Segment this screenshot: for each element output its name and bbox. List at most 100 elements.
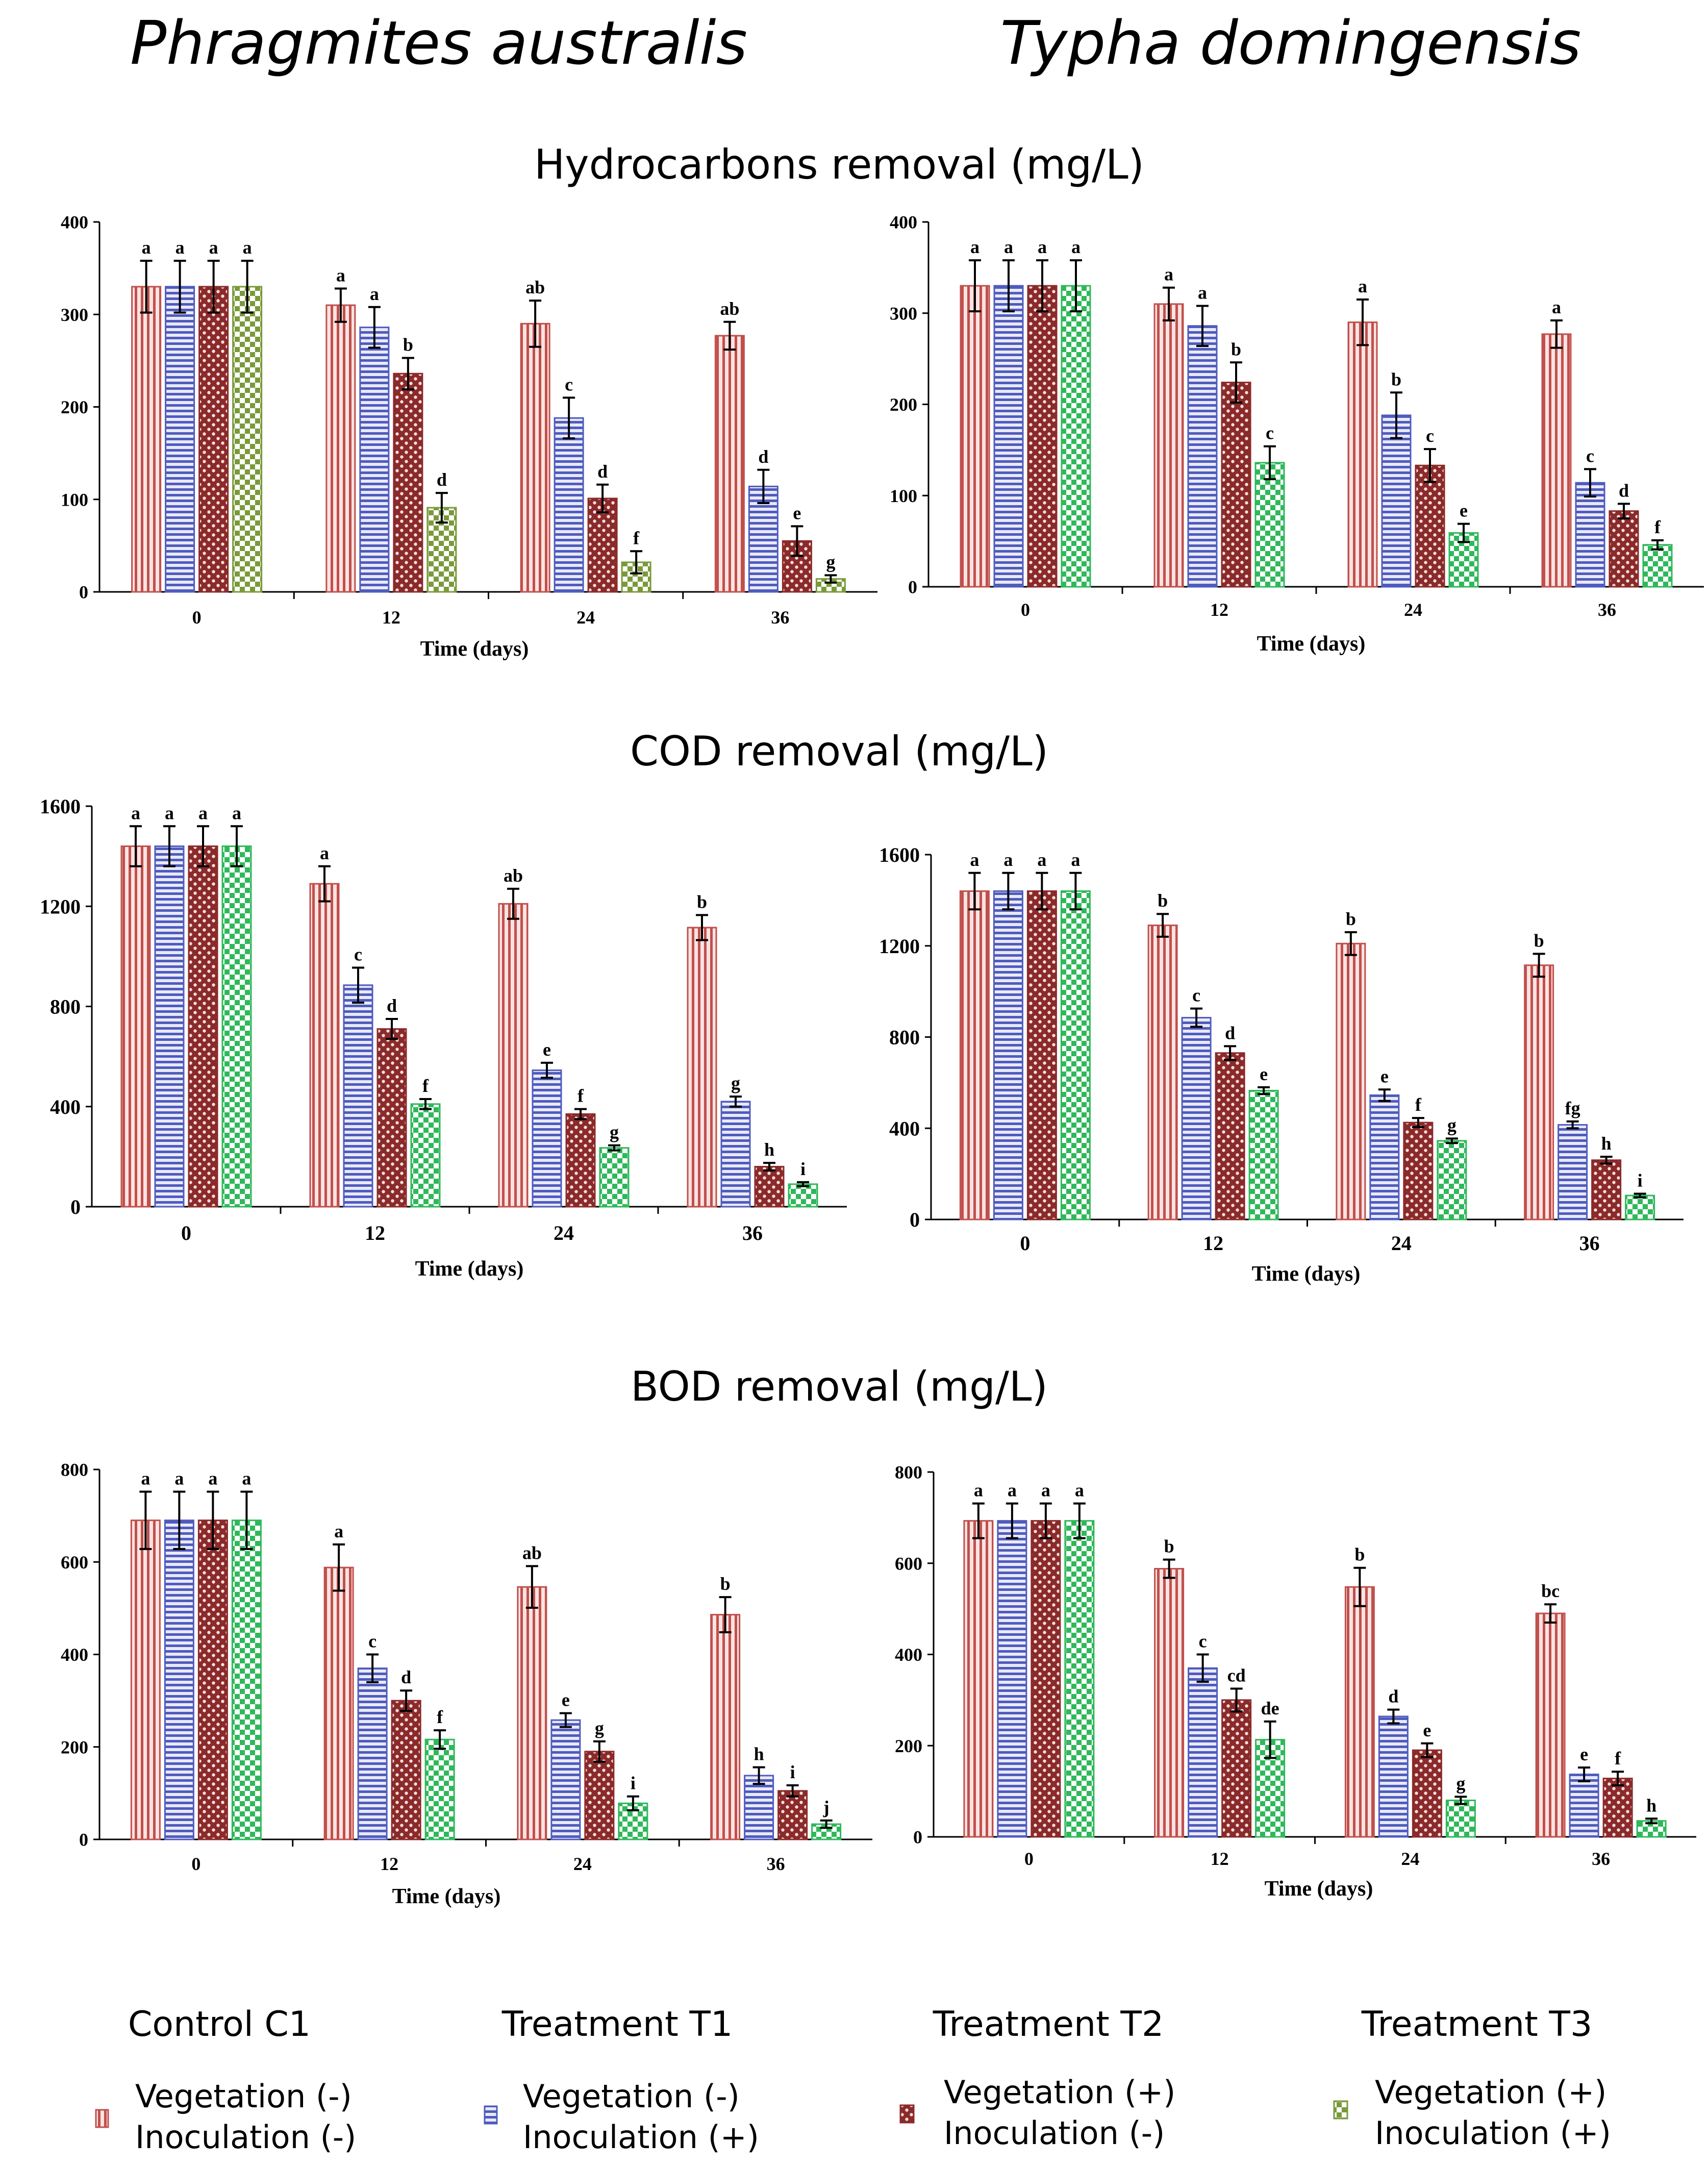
significance-letter: a bbox=[370, 284, 379, 304]
error-bar bbox=[1390, 391, 1402, 439]
y-tick-label: 0 bbox=[70, 1195, 81, 1218]
y-tick-label: 0 bbox=[910, 1208, 920, 1231]
error-bar bbox=[1036, 871, 1048, 911]
bar-c1-day-12 bbox=[309, 883, 340, 1208]
bar-t2-day-12 bbox=[393, 372, 423, 593]
y-tick-label: 400 bbox=[890, 212, 917, 233]
error-bar bbox=[139, 1490, 152, 1550]
x-axis-label: Time (days) bbox=[392, 1885, 501, 1908]
error-bar bbox=[608, 1144, 620, 1152]
x-tick-label: 0 bbox=[181, 1222, 191, 1244]
error-bar bbox=[1073, 1502, 1086, 1539]
error-bar bbox=[1600, 1156, 1613, 1165]
x-tick-label: 12 bbox=[380, 1854, 398, 1874]
legend-group-t1: Treatment T1 bbox=[501, 2004, 733, 2045]
significance-letter: j bbox=[823, 1797, 830, 1817]
y-tick-label: 300 bbox=[890, 303, 917, 323]
bar-c1-day-0 bbox=[960, 285, 990, 588]
bar-c1-day-24 bbox=[1336, 942, 1366, 1220]
error-bar bbox=[207, 260, 220, 314]
row-title-hydrocarbons: Hydrocarbons removal (mg/L) bbox=[534, 141, 1144, 188]
error-bar bbox=[1645, 1817, 1658, 1825]
error-bar bbox=[1344, 931, 1357, 956]
error-bar bbox=[541, 1061, 553, 1079]
significance-letter: h bbox=[1601, 1133, 1612, 1154]
error-bar bbox=[529, 300, 542, 348]
y-tick-label: 800 bbox=[61, 1460, 88, 1480]
y-tick-label: 600 bbox=[61, 1552, 88, 1573]
significance-letter: c bbox=[1266, 423, 1274, 443]
significance-letter: h bbox=[1646, 1795, 1656, 1815]
error-bar bbox=[968, 871, 981, 911]
bar-t3-day-24 bbox=[1445, 1800, 1476, 1838]
row-title-bod: BOD removal (mg/L) bbox=[631, 1363, 1047, 1410]
bar-t3-day-24 bbox=[599, 1147, 630, 1208]
y-tick-label: 0 bbox=[908, 577, 917, 597]
significance-letter: a bbox=[1041, 1480, 1050, 1501]
error-bar bbox=[1584, 468, 1596, 498]
error-bar bbox=[1412, 1117, 1424, 1129]
error-bar bbox=[1634, 1192, 1646, 1199]
error-bar bbox=[1533, 953, 1545, 978]
significance-letter: i bbox=[790, 1762, 795, 1782]
legend-group-c1: Control C1 bbox=[128, 2004, 311, 2045]
significance-letter: g bbox=[1456, 1773, 1465, 1793]
error-bar bbox=[757, 468, 770, 504]
significance-letter: g bbox=[1447, 1115, 1456, 1135]
bar-t2-day-24 bbox=[565, 1113, 596, 1208]
error-bar bbox=[419, 1098, 432, 1110]
significance-letter: d bbox=[1388, 1686, 1398, 1707]
significance-letter: e bbox=[1423, 1720, 1431, 1740]
error-bar bbox=[1357, 298, 1369, 346]
bar-c1-day-12 bbox=[1154, 1567, 1185, 1838]
significance-letter: b bbox=[1231, 339, 1241, 359]
x-tick-label: 0 bbox=[1020, 1232, 1030, 1255]
bar-c1-day-24 bbox=[1344, 1586, 1375, 1838]
error-bar bbox=[1651, 539, 1664, 551]
y-tick-label: 1200 bbox=[40, 895, 81, 918]
error-bar bbox=[1196, 305, 1209, 347]
significance-letter: f bbox=[1415, 1094, 1422, 1115]
t1-swatch-icon bbox=[484, 2105, 498, 2125]
bar-t2-day-36 bbox=[782, 540, 812, 593]
y-tick-label: 100 bbox=[890, 486, 917, 506]
significance-letter: b bbox=[1354, 1544, 1365, 1565]
significance-letter: b bbox=[720, 1574, 731, 1594]
error-bar bbox=[820, 1819, 833, 1829]
x-axis-label: Time (days) bbox=[1252, 1262, 1361, 1286]
bar-c1-day-24 bbox=[498, 903, 529, 1208]
y-tick-label: 1200 bbox=[879, 935, 920, 958]
x-tick-label: 12 bbox=[365, 1222, 385, 1244]
significance-letter: ab bbox=[720, 298, 739, 319]
error-bar bbox=[240, 1490, 253, 1550]
bar-t1-day-12 bbox=[343, 984, 373, 1208]
significance-letter: f bbox=[1654, 517, 1661, 537]
significance-letter: a bbox=[1038, 237, 1047, 257]
bar-t3-day-36 bbox=[788, 1183, 818, 1208]
significance-letter: e bbox=[1580, 1744, 1588, 1764]
bar-t2-day-0 bbox=[197, 1519, 228, 1840]
significance-letter: a bbox=[1075, 1480, 1084, 1501]
error-bar bbox=[596, 483, 609, 514]
significance-letter: a bbox=[1164, 264, 1173, 285]
x-tick-label: 12 bbox=[1210, 600, 1228, 620]
significance-letter: g bbox=[595, 1718, 604, 1738]
significance-letter: e bbox=[793, 503, 801, 523]
error-bar bbox=[1039, 1502, 1052, 1539]
error-bar bbox=[1454, 1796, 1467, 1805]
x-tick-label: 0 bbox=[1021, 600, 1030, 620]
x-tick-label: 0 bbox=[1024, 1849, 1034, 1869]
significance-letter: d bbox=[387, 995, 397, 1016]
bar-t1-day-0 bbox=[993, 285, 1024, 588]
error-bar bbox=[696, 914, 708, 941]
x-tick-label: 36 bbox=[1592, 1849, 1610, 1869]
error-bar bbox=[969, 259, 981, 313]
x-tick-label: 24 bbox=[1391, 1232, 1412, 1255]
error-bar bbox=[1618, 503, 1630, 519]
significance-letter: c bbox=[354, 944, 362, 964]
error-bar bbox=[1157, 913, 1169, 938]
significance-letter: e bbox=[562, 1690, 570, 1710]
significance-letter: a bbox=[320, 843, 329, 863]
error-bar bbox=[207, 1490, 219, 1550]
bar-t3-day-12 bbox=[424, 1738, 455, 1840]
